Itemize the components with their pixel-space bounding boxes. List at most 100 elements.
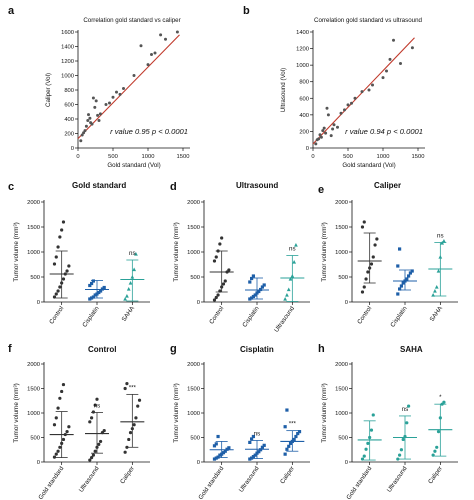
y-tick-label: 1200 xyxy=(296,47,309,53)
data-point xyxy=(362,285,366,289)
data-point xyxy=(104,103,108,106)
data-point xyxy=(257,289,261,294)
data-point xyxy=(79,139,83,143)
data-point xyxy=(102,429,106,433)
data-point xyxy=(99,289,103,293)
y-tick-label: 2000 xyxy=(187,200,200,206)
data-point xyxy=(250,296,254,300)
chart-title: Control xyxy=(88,345,116,354)
significance-label: * xyxy=(439,394,442,401)
y-tick-label: 1000 xyxy=(61,74,74,80)
y-tick-label: 1400 xyxy=(296,30,309,36)
data-point xyxy=(95,445,99,449)
data-point xyxy=(132,74,136,77)
data-point xyxy=(297,430,302,434)
data-point xyxy=(262,283,266,287)
data-point xyxy=(296,431,300,436)
data-point xyxy=(65,430,69,434)
data-point xyxy=(82,131,86,135)
data-point xyxy=(442,400,446,404)
data-point xyxy=(407,274,411,278)
chart-title: Cisplatin xyxy=(240,345,274,354)
y-tick-label: 1400 xyxy=(61,45,74,51)
data-point xyxy=(360,225,365,229)
data-point xyxy=(287,444,291,448)
data-point xyxy=(134,416,138,420)
data-point xyxy=(442,239,446,243)
data-point xyxy=(292,260,297,264)
data-point xyxy=(396,264,400,268)
data-point xyxy=(54,452,58,456)
significance-label: ns xyxy=(402,406,409,413)
data-point xyxy=(436,269,441,273)
data-point xyxy=(61,220,66,224)
x-tick-label: 1500 xyxy=(177,154,190,160)
data-point xyxy=(369,428,374,432)
y-tick-label: 1500 xyxy=(187,225,200,231)
data-point xyxy=(52,295,57,299)
data-point xyxy=(360,290,365,294)
data-point xyxy=(216,249,220,253)
data-point xyxy=(218,453,222,457)
data-point xyxy=(353,96,357,100)
data-point xyxy=(398,287,402,291)
y-axis-label: Tumor volume (mm³) xyxy=(173,222,180,281)
chart-title: SAHA xyxy=(400,345,423,354)
data-point xyxy=(67,425,71,429)
y-tick-label: 1500 xyxy=(187,387,200,393)
data-point xyxy=(343,108,346,112)
data-point xyxy=(260,445,264,449)
regression-line xyxy=(312,37,415,145)
data-point xyxy=(362,454,366,458)
data-point xyxy=(251,294,255,299)
data-point xyxy=(58,445,62,449)
panel-h: h SAHA 0 500 1000 1500 2000 Tumor volume (mm³) G… xyxy=(318,343,458,500)
data-point xyxy=(96,113,100,117)
data-point xyxy=(405,277,409,281)
y-tick-label: 600 xyxy=(64,103,74,109)
panel-letter: b xyxy=(243,5,250,17)
data-point xyxy=(398,453,402,457)
data-point xyxy=(90,455,94,460)
y-tick-label: 500 xyxy=(338,436,348,442)
data-point xyxy=(294,434,298,439)
data-point xyxy=(381,76,385,80)
data-point xyxy=(132,267,137,272)
x-tick-label: 1500 xyxy=(412,154,425,160)
data-point xyxy=(248,457,252,461)
y-tick-label: 1200 xyxy=(61,59,74,65)
data-point xyxy=(84,124,88,128)
category-label: SAHA xyxy=(429,304,445,323)
panel-letter: d xyxy=(170,181,177,193)
data-point xyxy=(86,118,90,122)
data-point xyxy=(218,242,222,246)
y-tick-label: 1000 xyxy=(335,411,348,417)
data-point xyxy=(317,137,321,141)
data-point xyxy=(362,220,366,224)
y-tick-label: 1600 xyxy=(61,30,74,36)
data-point xyxy=(56,289,60,293)
y-tick-label: 1000 xyxy=(187,250,200,256)
data-point xyxy=(368,266,372,270)
data-point xyxy=(286,287,291,292)
y-tick-label: 1000 xyxy=(187,411,200,417)
y-tick-label: 0 xyxy=(197,300,200,306)
data-point xyxy=(218,289,222,293)
y-tick-label: 1500 xyxy=(27,225,40,231)
data-point xyxy=(214,442,218,446)
category-label: Ultrasound xyxy=(238,465,261,494)
y-tick-label: 1500 xyxy=(335,387,348,393)
data-point xyxy=(153,51,157,55)
panel-letter: g xyxy=(170,343,177,355)
data-point xyxy=(118,92,122,96)
data-point xyxy=(285,293,289,297)
data-point xyxy=(285,408,289,412)
y-tick-label: 1000 xyxy=(335,250,348,256)
data-point xyxy=(91,279,95,283)
data-point xyxy=(61,382,66,387)
data-point xyxy=(214,255,218,259)
data-point xyxy=(97,290,101,295)
significance-label: ns xyxy=(289,246,296,253)
x-tick-label: 1000 xyxy=(142,154,155,160)
data-point xyxy=(433,289,437,293)
